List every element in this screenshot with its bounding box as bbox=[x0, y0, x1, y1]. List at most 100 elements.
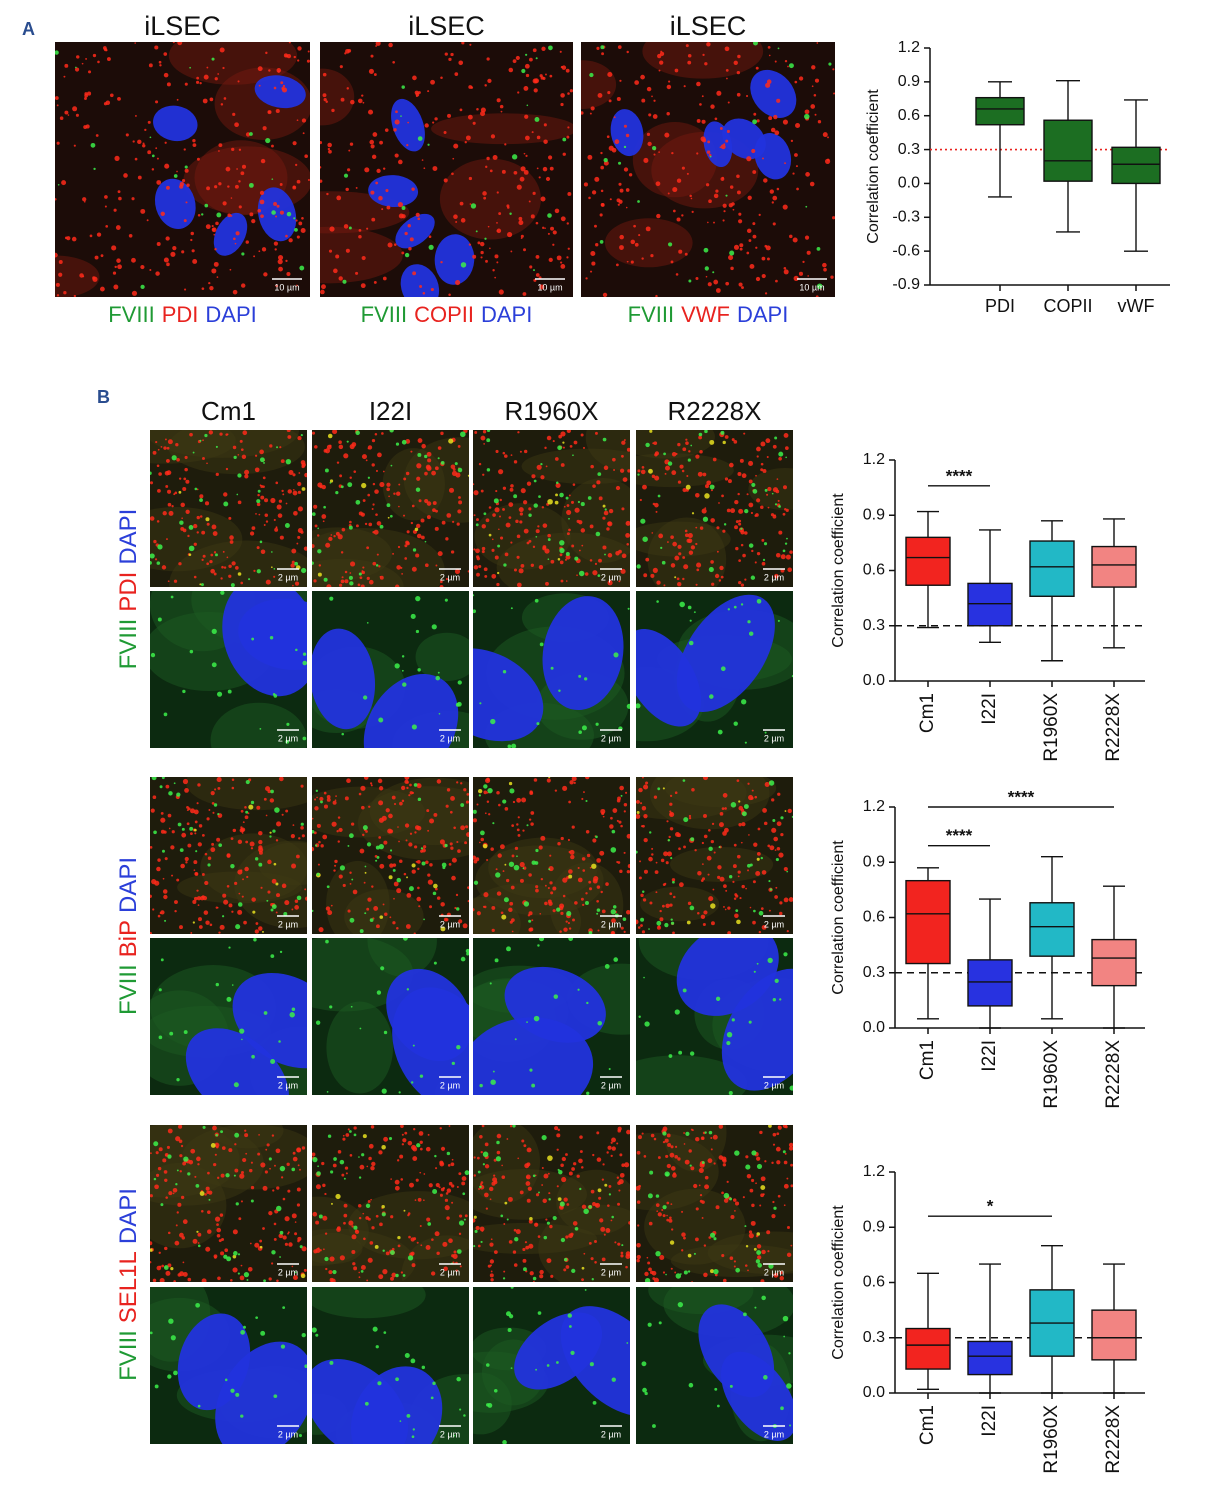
red-speck bbox=[159, 1278, 165, 1282]
significance-label: **** bbox=[946, 466, 973, 485]
green-speck bbox=[424, 454, 428, 459]
red-speck bbox=[566, 222, 569, 225]
red-speck bbox=[476, 107, 479, 111]
red-speck bbox=[419, 1224, 422, 1227]
red-speck bbox=[198, 925, 203, 929]
green-speck bbox=[279, 950, 283, 954]
red-speck bbox=[528, 873, 532, 877]
red-speck bbox=[756, 1156, 761, 1161]
green-speck bbox=[199, 498, 203, 503]
green-speck bbox=[207, 863, 211, 867]
red-speck bbox=[363, 1237, 366, 1241]
green-speck bbox=[523, 901, 530, 907]
y-tick-label: 0.3 bbox=[863, 617, 885, 634]
green-speck bbox=[521, 68, 526, 74]
red-speck bbox=[682, 577, 685, 581]
red-speck bbox=[672, 186, 678, 193]
red-speck bbox=[625, 1251, 630, 1257]
green-speck bbox=[720, 430, 725, 435]
red-speck bbox=[721, 1253, 725, 1258]
red-speck bbox=[357, 98, 363, 104]
green-speck bbox=[55, 50, 59, 55]
red-speck bbox=[417, 867, 420, 871]
green-speck bbox=[403, 1209, 406, 1212]
red-speck bbox=[421, 159, 424, 161]
red-speck bbox=[616, 798, 621, 803]
scale-bar-label: 2 µm bbox=[278, 1080, 298, 1090]
red-speck bbox=[360, 785, 366, 791]
red-speck bbox=[170, 845, 175, 850]
red-speck bbox=[475, 1225, 480, 1231]
green-speck bbox=[740, 527, 743, 530]
green-speck bbox=[365, 1203, 371, 1208]
red-speck bbox=[626, 869, 630, 874]
micrograph: 2 µm bbox=[312, 591, 469, 748]
green-speck bbox=[189, 826, 194, 831]
red-speck bbox=[628, 1221, 630, 1225]
red-speck bbox=[366, 546, 370, 550]
green-speck bbox=[270, 566, 273, 569]
red-speck bbox=[192, 138, 196, 143]
scale-bar-label: 2 µm bbox=[440, 572, 460, 582]
red-speck bbox=[413, 1128, 416, 1131]
red-speck bbox=[484, 574, 488, 578]
red-speck bbox=[131, 197, 135, 201]
red-speck bbox=[662, 1140, 666, 1144]
image-background bbox=[636, 430, 793, 587]
red-speck bbox=[158, 1147, 163, 1152]
red-speck bbox=[592, 1153, 595, 1157]
green-speck bbox=[57, 183, 60, 186]
red-speck bbox=[473, 1218, 476, 1223]
green-speck bbox=[591, 863, 597, 869]
red-speck bbox=[472, 121, 476, 125]
red-speck bbox=[745, 887, 747, 890]
red-speck bbox=[673, 1172, 676, 1175]
red-speck bbox=[783, 485, 787, 490]
red-speck bbox=[297, 1164, 300, 1167]
red-speck bbox=[278, 499, 283, 503]
red-speck bbox=[338, 874, 343, 879]
red-speck bbox=[634, 242, 639, 247]
green-speck bbox=[362, 825, 368, 831]
red-speck bbox=[638, 876, 642, 880]
red-speck bbox=[674, 1155, 678, 1159]
green-speck bbox=[339, 1159, 345, 1165]
red-speck bbox=[346, 87, 349, 90]
green-speck bbox=[722, 440, 726, 445]
red-speck bbox=[402, 1138, 407, 1143]
red-speck bbox=[499, 536, 504, 540]
red-speck bbox=[330, 1278, 336, 1282]
red-speck bbox=[641, 257, 644, 260]
green-speck bbox=[379, 915, 384, 919]
green-speck bbox=[195, 1183, 200, 1188]
red-speck bbox=[226, 556, 229, 559]
red-speck bbox=[618, 820, 622, 824]
red-speck bbox=[461, 1176, 467, 1181]
red-speck bbox=[541, 46, 546, 51]
green-speck bbox=[618, 161, 622, 165]
red-speck bbox=[465, 800, 469, 804]
green-speck bbox=[324, 468, 329, 473]
red-speck bbox=[481, 1125, 485, 1128]
red-speck bbox=[701, 508, 707, 514]
red-speck bbox=[254, 929, 259, 934]
red-speck bbox=[643, 837, 648, 843]
red-speck bbox=[767, 486, 772, 492]
red-speck bbox=[496, 261, 499, 264]
red-speck bbox=[349, 871, 352, 874]
red-speck bbox=[134, 42, 136, 44]
red-speck bbox=[548, 1192, 551, 1195]
green-speck bbox=[276, 1205, 282, 1212]
red-speck bbox=[322, 1215, 328, 1221]
red-speck bbox=[324, 1192, 327, 1196]
red-speck bbox=[736, 92, 741, 97]
red-speck bbox=[176, 98, 179, 101]
red-speck bbox=[746, 1173, 752, 1179]
red-speck bbox=[212, 811, 215, 814]
red-speck bbox=[250, 1185, 255, 1190]
red-speck bbox=[64, 63, 69, 68]
red-speck bbox=[366, 1279, 369, 1282]
red-speck bbox=[408, 247, 412, 251]
nucleus bbox=[391, 98, 425, 152]
stain-word: FVIII bbox=[115, 1330, 142, 1381]
